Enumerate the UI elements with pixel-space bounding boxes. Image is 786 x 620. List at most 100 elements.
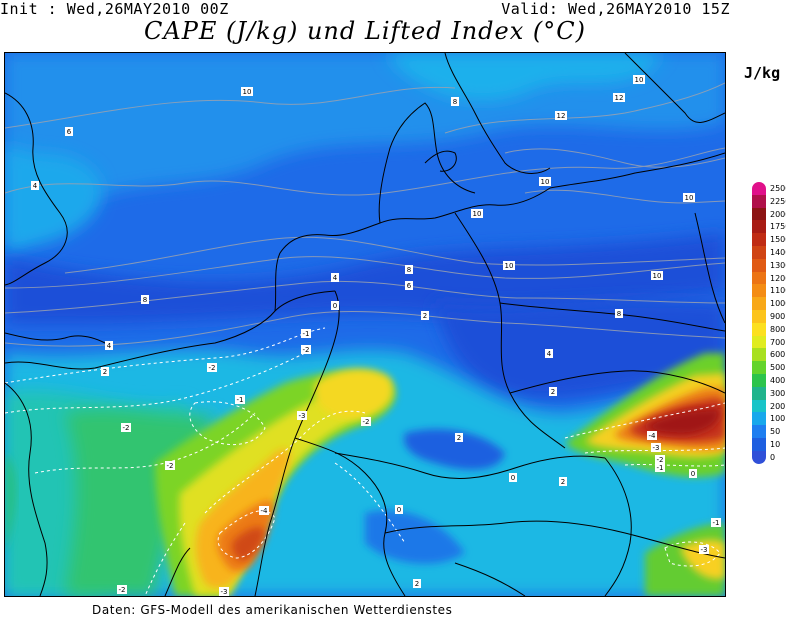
- svg-text:-2: -2: [303, 346, 310, 354]
- contour-label: 4: [331, 273, 339, 282]
- contour-label: -2: [361, 417, 371, 426]
- contour-label: 2: [101, 367, 109, 376]
- lifted-index-contours: [5, 82, 725, 347]
- svg-text:10: 10: [685, 194, 694, 202]
- svg-text:2: 2: [415, 580, 419, 588]
- svg-text:10: 10: [653, 272, 662, 280]
- contour-label: 0: [395, 505, 403, 514]
- contour-label: 8: [405, 265, 413, 274]
- svg-text:-3: -3: [221, 588, 228, 596]
- svg-text:4: 4: [107, 342, 112, 350]
- contour-label: -4: [259, 506, 269, 515]
- svg-text:0: 0: [333, 302, 337, 310]
- svg-text:-1: -1: [657, 464, 664, 472]
- legend-swatch: [752, 450, 766, 465]
- contour-label: -1: [301, 329, 311, 338]
- contour-label: -2: [117, 585, 127, 594]
- contour-label: -3: [699, 545, 709, 554]
- weather-map: 10 8 6 4 12 10 10 10 8 8 6 4 2 0 -1 -2 -…: [4, 52, 726, 597]
- contour-label: -2: [655, 455, 665, 464]
- legend-level-label: 1750: [770, 222, 786, 232]
- legend-swatch: [752, 374, 766, 388]
- contour-label: 10: [651, 271, 663, 280]
- legend-swatch: [752, 297, 766, 311]
- contour-label: 0: [509, 473, 517, 482]
- legend-level-label: 2250: [770, 196, 786, 206]
- svg-text:-1: -1: [713, 519, 720, 527]
- svg-text:-3: -3: [299, 412, 306, 420]
- legend-swatch: [752, 425, 766, 439]
- contour-label: 2: [559, 477, 567, 486]
- svg-text:8: 8: [453, 98, 457, 106]
- contour-label: 6: [405, 281, 413, 290]
- svg-text:-4: -4: [649, 432, 657, 440]
- svg-text:4: 4: [547, 350, 552, 358]
- legend-level-label: 1300: [770, 260, 786, 270]
- legend-level-label: 1500: [770, 235, 786, 245]
- init-time: Init : Wed,26MAY2010 00Z: [0, 0, 229, 18]
- legend-swatch: [752, 271, 766, 285]
- svg-text:10: 10: [635, 76, 644, 84]
- svg-text:0: 0: [397, 506, 401, 514]
- legend-swatch: [752, 310, 766, 324]
- contour-label: 4: [31, 181, 39, 190]
- svg-text:2: 2: [457, 434, 461, 442]
- svg-text:-2: -2: [363, 418, 370, 426]
- legend-level-label: 300: [770, 388, 786, 398]
- legend-swatch: [752, 246, 766, 260]
- contour-label: -1: [235, 395, 245, 404]
- valid-time: Valid: Wed,26MAY2010 15Z: [501, 0, 730, 18]
- legend-swatch: [752, 182, 766, 196]
- contour-label: 12: [555, 111, 567, 120]
- svg-text:-3: -3: [701, 546, 708, 554]
- contour-label: -4: [647, 431, 657, 440]
- legend-level-label: 600: [770, 350, 786, 360]
- svg-text:-2: -2: [123, 424, 130, 432]
- legend-swatch: [752, 361, 766, 375]
- contour-label: 4: [545, 349, 553, 358]
- legend-swatch: [752, 220, 766, 234]
- contour-label: 0: [331, 301, 339, 310]
- svg-text:-4: -4: [261, 507, 269, 515]
- contour-label: 0: [689, 469, 697, 478]
- contour-label: -2: [165, 461, 175, 470]
- svg-text:2: 2: [561, 478, 565, 486]
- contour-label: -2: [207, 363, 217, 372]
- contour-labels: 10 8 6 4 12 10 10 10 8 8 6 4 2 0 -1 -2 -…: [31, 75, 721, 596]
- contour-label: -2: [121, 423, 131, 432]
- svg-text:2: 2: [423, 312, 427, 320]
- svg-text:-1: -1: [303, 330, 310, 338]
- unit-label: J/kg: [744, 64, 781, 82]
- contour-label: 6: [65, 127, 73, 136]
- negative-li-contours: [5, 327, 725, 596]
- contour-label: 10: [241, 87, 253, 96]
- legend-level-label: 1400: [770, 248, 786, 257]
- legend-swatch: [752, 284, 766, 298]
- contour-label: 10: [471, 209, 483, 218]
- contour-label: -3: [651, 443, 661, 452]
- legend-level-label: 400: [770, 376, 786, 385]
- svg-text:12: 12: [615, 94, 624, 102]
- contour-label: 10: [503, 261, 515, 270]
- contour-label: -1: [711, 518, 721, 527]
- contour-label-text: 10: [243, 88, 252, 96]
- legend-swatch: [752, 322, 766, 337]
- svg-text:-2: -2: [209, 364, 216, 372]
- svg-text:8: 8: [143, 296, 147, 304]
- contour-label: 2: [549, 387, 557, 396]
- legend-level-label: 1100: [770, 286, 786, 296]
- contour-label: 8: [451, 97, 459, 106]
- svg-text:0: 0: [691, 470, 695, 478]
- contour-label: 4: [105, 341, 113, 350]
- legend-swatch: [752, 207, 766, 221]
- legend-level-label: 100: [770, 414, 786, 424]
- svg-text:-3: -3: [653, 444, 660, 452]
- legend-swatch: [752, 412, 766, 426]
- legend-swatch: [752, 233, 766, 247]
- legend-level-label: 0: [770, 452, 776, 462]
- contour-label: 10: [539, 177, 551, 186]
- legend-swatch: [752, 194, 766, 209]
- contour-label: 12: [613, 93, 625, 102]
- svg-text:-2: -2: [657, 456, 664, 464]
- legend-level-label: 2500: [770, 184, 786, 193]
